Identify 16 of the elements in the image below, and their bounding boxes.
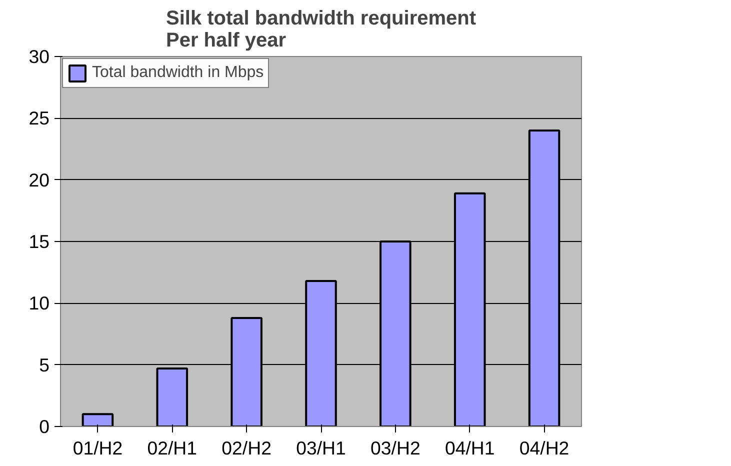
y-tick-label: 20	[28, 169, 50, 190]
y-tick-label: 15	[28, 231, 50, 252]
x-tick-label: 04/H1	[444, 438, 495, 458]
y-tick-label: 0	[39, 416, 50, 437]
x-tick-label: 02/H1	[147, 438, 198, 458]
x-tick-label: 04/H2	[519, 438, 570, 458]
y-tick-label: 10	[28, 292, 50, 314]
x-tick-label: 02/H2	[222, 438, 272, 458]
x-tick-label: 03/H2	[370, 438, 420, 458]
y-tick-label: 25	[28, 108, 50, 129]
chart-title: Silk total bandwidth requirement Per half year	[166, 8, 476, 52]
y-tick-label: 30	[28, 46, 50, 67]
x-tick-label: 01/H2	[72, 438, 123, 458]
legend-label: Total bandwidth in Mbps	[92, 64, 264, 82]
x-tick-label: 03/H1	[296, 438, 346, 458]
y-tick-label: 5	[39, 354, 50, 376]
